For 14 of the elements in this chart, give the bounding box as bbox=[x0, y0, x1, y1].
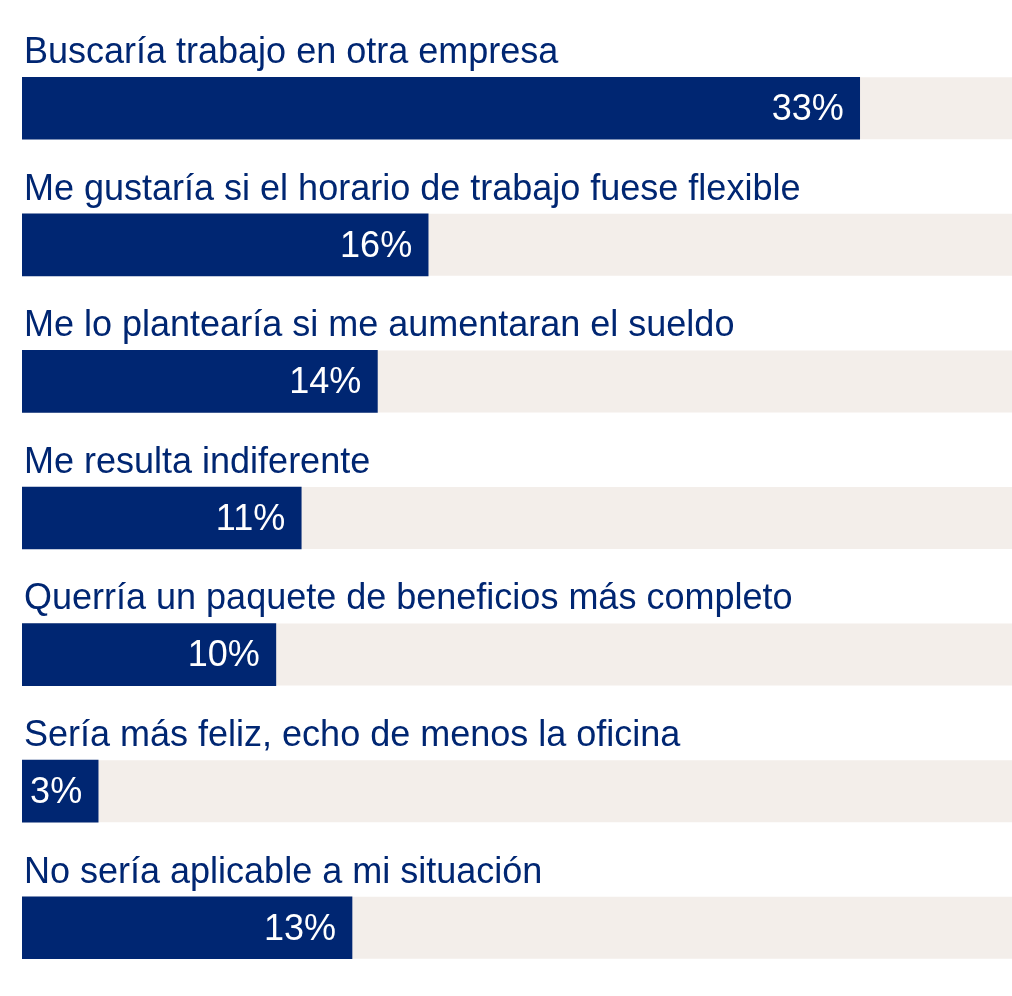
y-tick-label: Querría un paquete de beneficios más completo bbox=[24, 576, 793, 618]
y-tick-label: No sería aplicable a mi situación bbox=[24, 849, 543, 891]
y-tick-label: Buscaría trabajo en otra empresa bbox=[24, 30, 560, 72]
data-label: 3% bbox=[30, 770, 83, 812]
y-tick-label: Me resulta indiferente bbox=[24, 439, 371, 481]
y-tick-label: Sería más feliz, echo de menos la oficina bbox=[24, 713, 682, 755]
data-label: 10% bbox=[187, 633, 260, 675]
data-label: 14% bbox=[289, 360, 362, 402]
data-label: 33% bbox=[771, 87, 844, 129]
data-label: 11% bbox=[215, 496, 286, 538]
data-label: 16% bbox=[340, 223, 413, 265]
data-label: 13% bbox=[263, 906, 336, 948]
y-tick-label: Me lo plantearía si me aumentaran el sueldo bbox=[24, 303, 735, 345]
y-tick-label: Me gustaría si el horario de trabajo fuese flexible bbox=[24, 166, 801, 208]
